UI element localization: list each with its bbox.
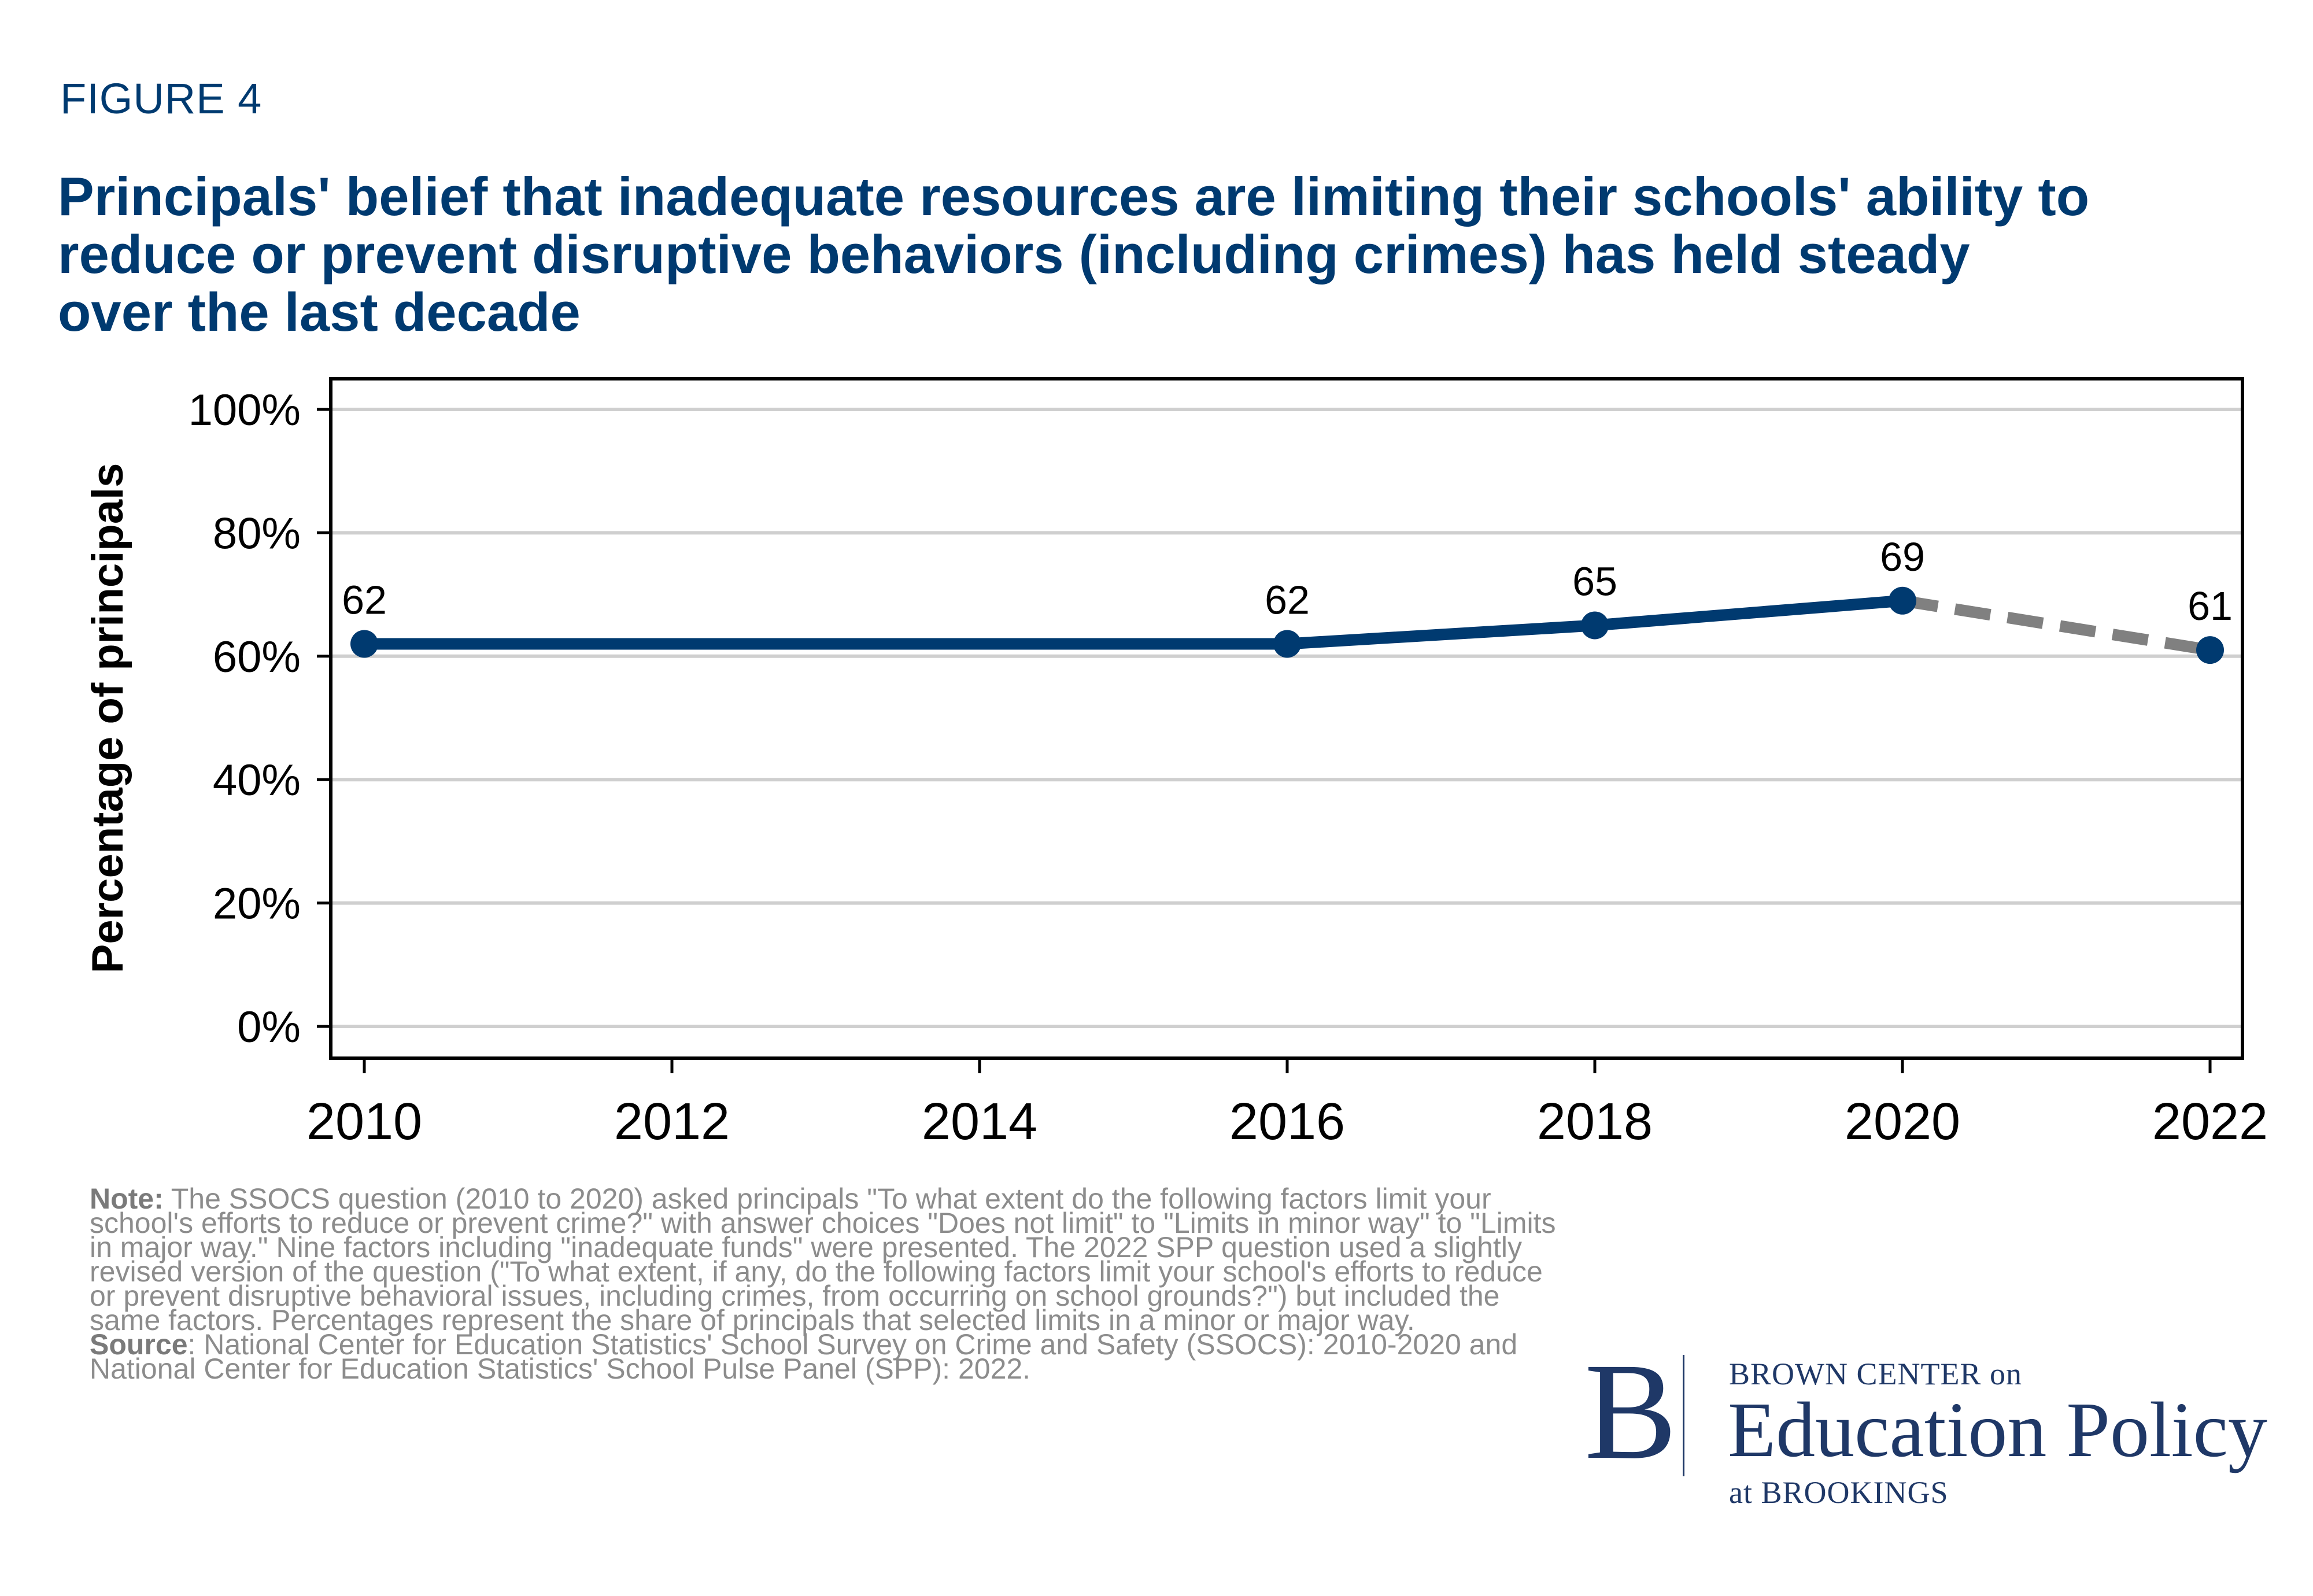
title-line: Principals' belief that inadequate resou… <box>58 166 2090 227</box>
series <box>350 586 2224 664</box>
x-tick-label: 2014 <box>922 1093 1037 1151</box>
data-label: 62 <box>1265 577 1310 622</box>
data-label: 62 <box>342 577 387 622</box>
gridlines <box>331 408 2242 1028</box>
y-tick-label: 80% <box>213 509 301 558</box>
series-line <box>359 594 1908 650</box>
data-labels: 62 62 65 69 61 <box>342 534 2233 629</box>
logo-line-2: Education Policy <box>1728 1387 2267 1473</box>
data-label: 61 <box>2188 583 2233 629</box>
data-point <box>1581 611 1609 640</box>
logo-divider <box>1683 1355 1684 1476</box>
x-tick-label: 2018 <box>1537 1093 1653 1151</box>
x-tick-label: 2016 <box>1229 1093 1345 1151</box>
footnote: Note: The SSOCS question (2010 to 2020) … <box>90 1184 1570 1383</box>
y-tick-label: 20% <box>213 880 301 929</box>
logo-letter: B <box>1584 1334 1678 1488</box>
data-point <box>2196 636 2224 664</box>
title-line: over the last decade <box>58 282 581 342</box>
x-tick-label: 2010 <box>306 1093 422 1151</box>
y-tick-label: 0% <box>237 1003 301 1052</box>
figure-label: FIGURE 4 <box>60 75 263 123</box>
logo-line-1: BROWN CENTER on <box>1729 1357 2022 1391</box>
data-point <box>1889 586 1916 615</box>
data-label: 69 <box>1880 534 1925 579</box>
data-point <box>1273 630 1301 658</box>
note-text: The SSOCS question (2010 to 2020) asked … <box>90 1183 1556 1336</box>
y-tick-label: 60% <box>213 633 301 682</box>
y-axis-label: Percentage of principals <box>83 463 132 974</box>
data-label: 65 <box>1572 559 1617 604</box>
x-tick-label: 2020 <box>1845 1093 1960 1151</box>
title-line: reduce or prevent disruptive behaviors (… <box>58 224 1970 285</box>
plot-frame <box>329 377 2244 1060</box>
series-line-dashed <box>1901 594 2211 656</box>
logo-line-3: at BROOKINGS <box>1729 1475 1949 1510</box>
note-label: Note: <box>90 1183 164 1215</box>
x-tick-label: 2012 <box>614 1093 730 1151</box>
brookings-logo: B BROWN CENTER on Education Policy at BR… <box>1584 1334 2278 1518</box>
source-text: : National Center for Education Statisti… <box>90 1328 1518 1385</box>
y-axis: 0% 20% 40% 60% 80% 100% <box>189 386 331 1052</box>
y-tick-label: 100% <box>189 386 301 435</box>
y-tick-label: 40% <box>213 756 301 805</box>
x-tick-label: 2022 <box>2152 1093 2268 1151</box>
source-label: Source <box>90 1328 188 1361</box>
chart-title: Principals' belief that inadequate resou… <box>58 168 2267 341</box>
data-point <box>350 630 378 658</box>
x-axis: 2010 2012 2014 2016 2018 2020 2022 <box>306 1058 2268 1151</box>
